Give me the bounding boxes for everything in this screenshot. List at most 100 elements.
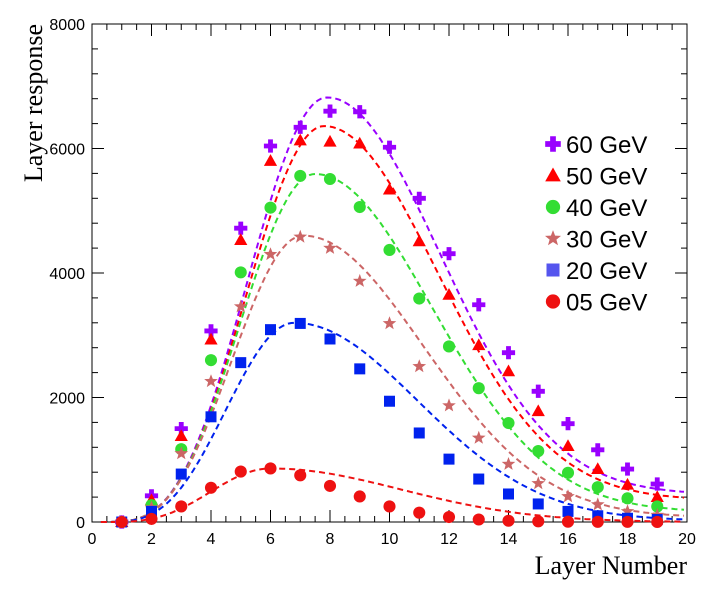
- x-axis-title: Layer Number: [535, 551, 688, 580]
- data-point: [442, 398, 456, 412]
- data-point: [383, 243, 396, 257]
- legend-label: 05 GeV: [566, 290, 647, 317]
- data-point: [382, 316, 397, 330]
- data-point: [353, 136, 367, 149]
- data-point: [353, 105, 367, 119]
- legend: 60 GeV 50 GeV 40 GeV 30 GeV 20 GeV 05 GeV: [545, 132, 647, 317]
- data-point: [175, 500, 188, 513]
- fit-curve: [100, 234, 685, 523]
- data-point: [532, 515, 545, 528]
- data-point: [472, 298, 486, 312]
- data-point: [621, 515, 634, 528]
- data-point: [264, 201, 277, 214]
- data-point: [472, 338, 486, 351]
- data-point: [472, 513, 485, 526]
- data-point: [621, 492, 634, 505]
- data-point: [501, 457, 516, 470]
- data-point: [531, 476, 546, 490]
- data-point: [263, 247, 278, 261]
- fit-curve: [100, 172, 685, 523]
- data-point: [174, 446, 189, 460]
- y-tick-label: 8000: [49, 17, 85, 34]
- data-point: [234, 465, 247, 478]
- data-point: [531, 384, 545, 398]
- data-point: [443, 453, 455, 465]
- data-point: [591, 481, 604, 494]
- x-tick-label: 2: [147, 531, 156, 548]
- fit-curve: [100, 96, 685, 523]
- x-tick-label: 4: [207, 531, 216, 548]
- data-point: [263, 139, 278, 153]
- data-point: [265, 324, 276, 336]
- data-point: [650, 490, 664, 503]
- x-tick-label: 0: [88, 531, 97, 548]
- data-point: [473, 473, 485, 485]
- data-point: [472, 382, 485, 395]
- data-point: [591, 462, 605, 475]
- fit-curve: [100, 467, 684, 523]
- data-point: [620, 504, 635, 518]
- data-point: [561, 515, 575, 528]
- data-point: [323, 240, 337, 254]
- data-point: [174, 429, 188, 442]
- legend-marker: [545, 294, 561, 309]
- data-point: [233, 299, 248, 313]
- data-point: [146, 505, 157, 517]
- y-tick-label: 0: [76, 515, 85, 532]
- data-point: [382, 140, 397, 154]
- data-point: [382, 182, 397, 195]
- axis-tick-labels: 0 2 4 6 8 10 12 14 16 18 20 0 2000 4000 6000 8000: [49, 17, 696, 548]
- data-point: [204, 324, 218, 338]
- legend-label: 60 GeV: [566, 132, 647, 159]
- x-tick-label: 6: [266, 531, 275, 548]
- x-tick-label: 16: [559, 531, 577, 548]
- data-point: [234, 266, 247, 279]
- legend-marker: [546, 263, 560, 277]
- data-point: [412, 359, 427, 373]
- data-point: [263, 154, 278, 166]
- data-point: [413, 427, 425, 439]
- data-point: [412, 191, 426, 205]
- data-point: [174, 422, 188, 436]
- data-point: [264, 462, 277, 475]
- legend-marker: [545, 230, 561, 246]
- data-point: [324, 333, 336, 345]
- data-point: [353, 200, 366, 214]
- x-tick-label: 20: [678, 531, 696, 548]
- data-point: [561, 417, 575, 431]
- legend-marker: [545, 199, 561, 215]
- data-point: [651, 515, 664, 528]
- data-point: [561, 439, 575, 452]
- data-point: [590, 497, 605, 511]
- data-point: [532, 444, 545, 458]
- data-point: [204, 481, 218, 494]
- data-point: [204, 354, 218, 367]
- data-point: [562, 505, 574, 517]
- y-tick-label: 6000: [49, 142, 85, 159]
- data-point: [413, 292, 426, 305]
- fit-curves: [100, 96, 685, 523]
- data-point: [235, 357, 247, 369]
- data-point: [204, 332, 218, 345]
- data-point: [115, 515, 128, 529]
- data-point: [412, 234, 426, 247]
- axis-ticks: [91, 23, 688, 523]
- data-point: [651, 500, 664, 513]
- legend-marker: [545, 136, 561, 152]
- data-point: [352, 273, 367, 287]
- data-point: [591, 443, 605, 457]
- data-point: [502, 514, 515, 527]
- data-point: [442, 340, 456, 353]
- data-point: [471, 430, 486, 444]
- data-point: [502, 416, 515, 430]
- data-point: [294, 317, 306, 329]
- data-point: [384, 395, 395, 407]
- data-point: [293, 133, 307, 146]
- legend-label: 20 GeV: [566, 258, 647, 285]
- data-point: [323, 104, 337, 118]
- x-tick-label: 18: [619, 531, 637, 548]
- data-point: [442, 287, 456, 300]
- legend-label: 40 GeV: [566, 195, 647, 222]
- data-point: [353, 490, 366, 503]
